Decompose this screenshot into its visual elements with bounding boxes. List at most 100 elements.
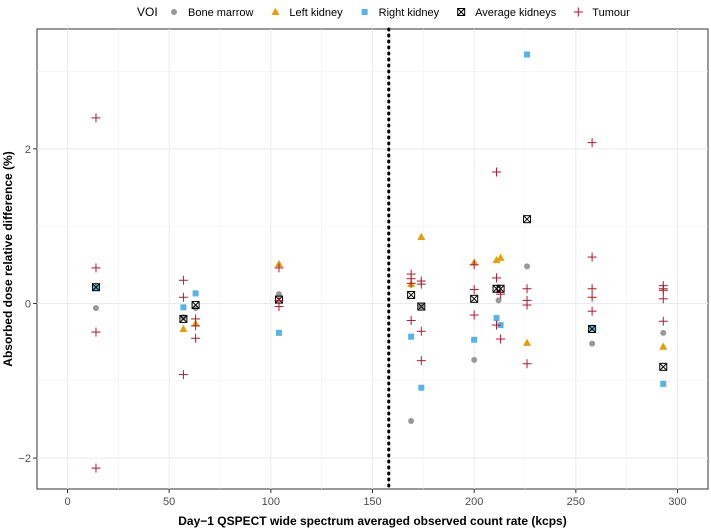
right-kidney-point <box>493 315 500 322</box>
legend-item-left-kidney: Left kidney <box>271 7 343 19</box>
tumour-point <box>522 284 532 294</box>
right-kidney-point <box>192 290 199 297</box>
tumour-point <box>178 275 188 285</box>
left-kidney-point <box>492 255 501 264</box>
legend-label: Left kidney <box>289 7 343 19</box>
legend-item-right-kidney: Right kidney <box>361 7 440 19</box>
average-kidneys-point <box>191 301 200 309</box>
tumour-point <box>416 279 426 289</box>
tumour-point <box>91 263 101 273</box>
x-axis-title: Day−1 QSPECT wide spectrum averaged obse… <box>178 514 566 528</box>
tumour-point <box>191 333 201 343</box>
bone-marrow-point <box>408 417 415 424</box>
tumour-point <box>274 263 284 273</box>
legend-item-tumour: Tumour <box>573 7 630 19</box>
tumour-point <box>469 310 479 320</box>
bone-marrow-point <box>524 263 531 270</box>
left-kidney-point <box>417 232 426 240</box>
tumour-point <box>91 463 101 473</box>
tumour-point <box>178 370 188 380</box>
x-tick-label: 0 <box>64 496 70 508</box>
tumour-point <box>522 300 532 310</box>
tumour-point <box>658 316 668 326</box>
tumour-point <box>406 315 416 325</box>
tumour-point <box>587 252 597 262</box>
average-kidneys-point <box>659 362 668 371</box>
average-kidneys-point <box>91 283 100 292</box>
y-tick-label: 2 <box>25 144 31 156</box>
left-kidney-point <box>496 253 505 261</box>
tumour-point <box>492 273 502 283</box>
y-tick-label: −2 <box>18 453 31 465</box>
tumour-point <box>406 278 416 288</box>
tumour-point <box>191 321 201 331</box>
tumour-point <box>91 113 101 123</box>
bone-marrow-point <box>495 297 502 304</box>
bone-marrow-point <box>589 340 596 347</box>
legend: VOI Bone marrow Left kidney Right kidney Ave… <box>137 5 630 19</box>
average-kidneys-point <box>179 314 188 323</box>
y-tick-label: 0 <box>25 298 31 310</box>
legend-key <box>171 9 177 15</box>
left-kidney-point <box>179 324 188 332</box>
bone-marrow-point <box>471 356 478 363</box>
tumour-point <box>492 320 502 330</box>
left-kidney-point <box>659 342 668 350</box>
right-kidney-point <box>471 336 478 343</box>
average-kidneys-point <box>470 294 479 303</box>
legend-key <box>457 8 466 16</box>
left-kidney-point <box>523 338 532 346</box>
right-kidney-point <box>180 304 187 311</box>
x-tick-label: 50 <box>163 496 175 508</box>
legend-label: Tumour <box>592 7 630 19</box>
right-kidney-point <box>660 380 667 387</box>
right-kidney-point <box>589 325 596 332</box>
legend-item-bone-marrow: Bone marrow <box>171 7 253 19</box>
tumour-point <box>658 285 668 295</box>
average-kidneys-point <box>407 290 416 299</box>
average-kidneys-point <box>523 215 532 224</box>
tumour-point <box>469 260 479 270</box>
bone-marrow-point <box>660 329 667 336</box>
series-tumour <box>91 113 668 473</box>
right-kidney-point <box>92 284 99 291</box>
tumour-point <box>416 326 426 336</box>
tumour-point <box>587 306 597 316</box>
tumour-point <box>274 302 284 312</box>
tumour-point <box>496 334 506 344</box>
legend-label: Right kidney <box>379 7 440 19</box>
tumour-point <box>492 167 502 177</box>
tumour-point <box>658 294 668 304</box>
tumour-point <box>178 292 188 302</box>
x-tick-label: 300 <box>668 496 686 508</box>
bone-marrow-point <box>92 305 99 312</box>
legend-item-average-kidneys: Average kidneys <box>457 7 557 19</box>
tumour-point <box>587 292 597 302</box>
tumour-point <box>587 138 597 148</box>
y-axis-title: Absorbed dose relative difference (%) <box>1 151 15 366</box>
average-kidneys-point <box>417 302 426 311</box>
x-tick-label: 200 <box>465 496 483 508</box>
x-tick-label: 250 <box>567 496 585 508</box>
legend-label: Bone marrow <box>188 7 253 19</box>
legend-key <box>361 9 368 15</box>
tumour-point <box>496 289 506 299</box>
tumour-point <box>469 285 479 295</box>
x-tick-label: 100 <box>262 496 280 508</box>
tumour-point <box>587 284 597 294</box>
right-kidney-point <box>275 329 282 336</box>
legend-key <box>271 7 280 15</box>
legend-key <box>573 7 583 17</box>
axes: 0 50 100 150 200 250 300 −2 0 2 <box>18 144 686 508</box>
right-kidney-point <box>524 51 531 58</box>
tumour-point <box>91 327 101 337</box>
tumour-point <box>416 356 426 366</box>
legend-title: VOI <box>137 5 158 19</box>
x-tick-label: 150 <box>363 496 381 508</box>
data-points <box>91 51 668 473</box>
grid-lines <box>37 29 708 489</box>
right-kidney-point <box>418 384 425 391</box>
right-kidney-point <box>408 333 415 340</box>
legend-label: Average kidneys <box>475 7 557 19</box>
